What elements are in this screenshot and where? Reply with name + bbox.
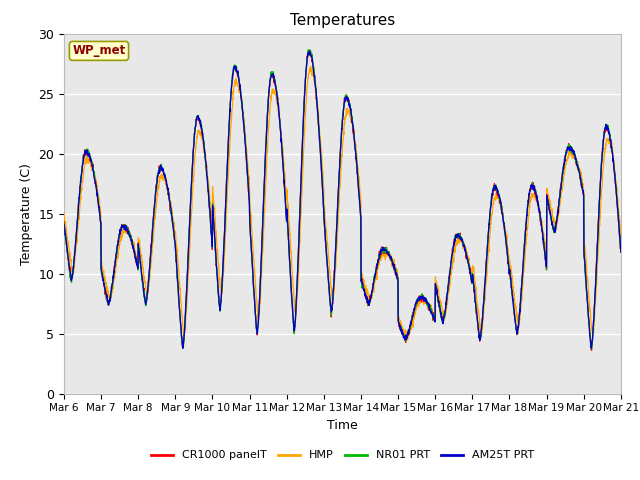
Title: Temperatures: Temperatures (290, 13, 395, 28)
Y-axis label: Temperature (C): Temperature (C) (20, 163, 33, 264)
Legend: CR1000 panelT, HMP, NR01 PRT, AM25T PRT: CR1000 panelT, HMP, NR01 PRT, AM25T PRT (146, 446, 539, 465)
X-axis label: Time: Time (327, 419, 358, 432)
Text: WP_met: WP_met (72, 44, 125, 58)
